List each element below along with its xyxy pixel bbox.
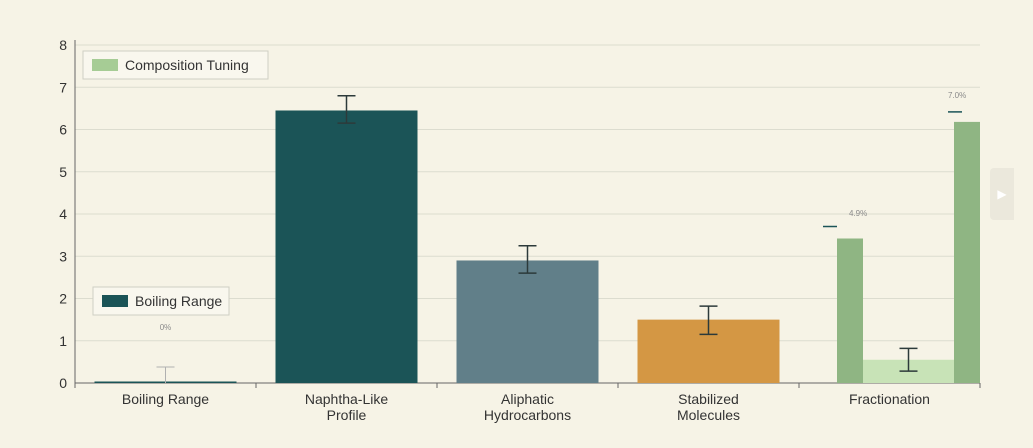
bar-fractionation-left (837, 238, 863, 383)
x-tick-label: Boiling Range (122, 391, 209, 407)
y-tick-label: 6 (59, 122, 67, 138)
x-tick-label: Profile (327, 407, 367, 423)
bar-aliphatic-hydrocarbons (456, 260, 599, 383)
x-tick-label: Stabilized (678, 391, 739, 407)
y-tick-label: 7 (59, 79, 67, 95)
y-tick-label: 4 (59, 206, 67, 222)
bar-naphtha-like-profile (275, 110, 418, 384)
next-button[interactable]: ▶ (990, 168, 1014, 220)
data-annotation: 0% (160, 323, 172, 332)
bar-fractionation-right (954, 121, 980, 384)
legend-label: Composition Tuning (125, 57, 249, 73)
legend-swatch (92, 59, 118, 71)
x-tick-label: Hydrocarbons (484, 407, 571, 423)
x-tick-label: Molecules (677, 407, 740, 423)
legend-label: Boiling Range (135, 293, 222, 309)
x-tick-label: Naphtha-Like (305, 391, 388, 407)
x-tick-label: Fractionation (849, 391, 930, 407)
y-tick-label: 2 (59, 291, 67, 307)
y-tick-label: 1 (59, 333, 67, 349)
data-annotation: 4.9% (849, 209, 867, 218)
data-annotation: 7.0% (948, 91, 966, 100)
y-tick-label: 3 (59, 248, 67, 264)
x-tick-label: Aliphatic (501, 391, 554, 407)
legend-swatch (102, 295, 128, 307)
y-tick-label: 0 (59, 375, 67, 391)
play-icon: ▶ (997, 187, 1007, 201)
y-tick-label: 5 (59, 164, 67, 180)
y-tick-label: 8 (59, 37, 67, 53)
